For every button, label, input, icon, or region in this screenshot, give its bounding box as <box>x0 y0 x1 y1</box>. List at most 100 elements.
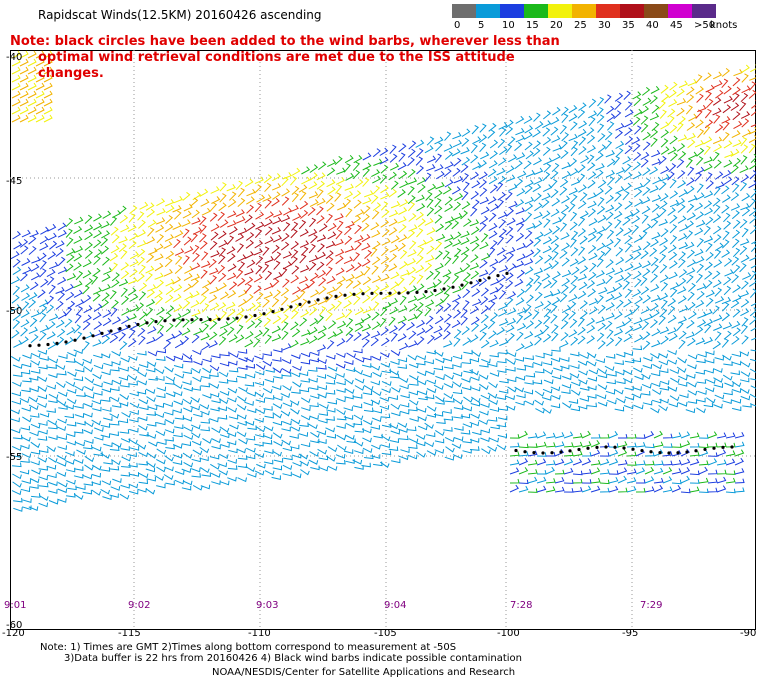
wind-barb <box>209 331 218 341</box>
wind-barb <box>434 315 444 325</box>
wind-barb <box>462 337 472 346</box>
wind-barb <box>416 379 427 386</box>
wind-barb <box>235 233 245 242</box>
wind-barb <box>424 145 434 154</box>
wind-barb <box>183 434 194 440</box>
wind-barb <box>245 363 256 369</box>
latitude-label: -40 <box>6 52 23 63</box>
wind-barb <box>599 479 610 485</box>
wind-barb <box>732 308 741 318</box>
wind-barb <box>497 175 506 185</box>
wind-barb <box>703 200 713 210</box>
wind-barb <box>452 231 462 240</box>
contamination-marker <box>307 300 311 304</box>
wind-barb <box>614 92 624 102</box>
wind-barb <box>38 475 48 481</box>
wind-barb <box>110 366 120 372</box>
wind-barb <box>676 321 684 331</box>
wind-barb <box>12 258 21 268</box>
wind-barb <box>137 327 146 337</box>
wind-barb <box>353 348 363 354</box>
wind-barb <box>209 202 218 212</box>
wind-barb <box>317 331 327 341</box>
wind-barb <box>597 401 608 407</box>
wind-barb <box>245 331 254 340</box>
wind-barb <box>271 198 280 207</box>
wind-barb <box>29 387 39 393</box>
wind-barb <box>533 237 542 247</box>
wind-barb <box>10 355 21 362</box>
wind-barb <box>219 182 227 192</box>
wind-barb <box>633 251 642 261</box>
wind-barb <box>128 240 137 250</box>
wind-barb <box>676 122 684 132</box>
wind-barb <box>713 136 723 145</box>
wind-barb <box>712 270 721 280</box>
wind-barb <box>668 332 678 342</box>
wind-barb <box>587 192 597 200</box>
wind-barb <box>372 202 382 211</box>
wind-barb <box>676 143 686 152</box>
wind-barb <box>372 175 382 184</box>
wind-barb <box>680 488 691 494</box>
wind-barb <box>649 247 658 257</box>
wind-barb <box>716 485 727 493</box>
wind-barb <box>435 375 445 381</box>
wind-barb <box>632 91 642 100</box>
wind-barb <box>652 363 662 370</box>
wind-barb <box>561 389 571 394</box>
wind-barb <box>641 320 650 331</box>
wind-barb <box>543 333 552 343</box>
wind-barb <box>560 364 570 370</box>
wind-barb <box>291 185 300 195</box>
wind-barb <box>280 241 290 251</box>
wind-barb <box>724 150 734 158</box>
wind-barb <box>139 431 149 437</box>
wind-barb <box>507 332 515 342</box>
wind-barb <box>554 441 565 448</box>
wind-barb <box>137 256 146 266</box>
wind-barb <box>199 233 207 243</box>
wind-barb <box>579 310 588 320</box>
wind-barb <box>325 266 333 276</box>
wind-barb <box>452 389 463 395</box>
wind-barb <box>734 457 744 466</box>
wind-barb <box>472 430 482 436</box>
wind-barb <box>310 289 320 298</box>
wind-barb <box>165 199 175 207</box>
wind-barb <box>272 367 283 374</box>
wind-barb <box>678 339 686 350</box>
wind-barb <box>37 376 48 383</box>
wind-barb <box>712 71 723 80</box>
wind-barb <box>723 285 732 296</box>
wind-barb <box>508 200 518 209</box>
wind-barb <box>129 258 139 267</box>
wind-barb <box>480 403 490 408</box>
wind-barb <box>543 308 552 318</box>
wind-barb <box>390 403 401 410</box>
wind-barb <box>534 255 544 265</box>
wind-barb <box>415 194 425 202</box>
wind-barb <box>74 367 85 373</box>
wind-barb <box>715 89 724 99</box>
wind-barb <box>653 430 663 439</box>
wind-barb <box>199 295 207 305</box>
wind-barb <box>84 224 94 233</box>
wind-barb <box>399 295 407 306</box>
wind-barb <box>527 469 538 475</box>
wind-barb <box>749 214 756 224</box>
wind-barb <box>490 203 499 212</box>
wind-barb <box>550 314 558 324</box>
wind-barb <box>380 184 389 194</box>
wind-barb <box>84 439 94 444</box>
wind-barb <box>335 267 345 276</box>
wind-barb <box>660 84 669 94</box>
wind-barb <box>722 104 732 114</box>
wind-barb <box>634 375 644 381</box>
wind-barb <box>145 488 156 495</box>
wind-barb <box>46 331 56 340</box>
wind-barb <box>644 460 655 466</box>
wind-barb <box>489 352 499 358</box>
wind-barb <box>534 319 543 329</box>
wind-barb <box>182 255 190 265</box>
